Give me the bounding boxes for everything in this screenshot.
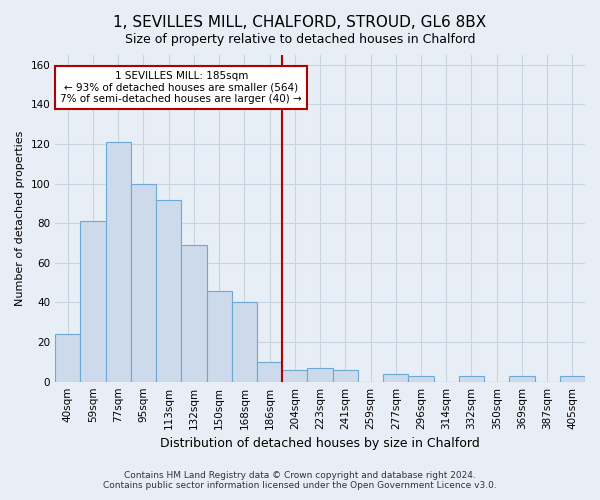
Bar xyxy=(80,222,106,382)
Bar xyxy=(332,370,358,382)
Bar xyxy=(409,376,434,382)
Bar xyxy=(307,368,332,382)
Bar xyxy=(206,290,232,382)
Text: Size of property relative to detached houses in Chalford: Size of property relative to detached ho… xyxy=(125,32,475,46)
Bar xyxy=(156,200,181,382)
Bar xyxy=(282,370,307,382)
X-axis label: Distribution of detached houses by size in Chalford: Distribution of detached houses by size … xyxy=(160,437,480,450)
Bar xyxy=(232,302,257,382)
Bar xyxy=(55,334,80,382)
Bar xyxy=(131,184,156,382)
Bar xyxy=(560,376,585,382)
Bar xyxy=(383,374,409,382)
Bar xyxy=(181,245,206,382)
Bar xyxy=(257,362,282,382)
Bar xyxy=(459,376,484,382)
Bar xyxy=(106,142,131,382)
Y-axis label: Number of detached properties: Number of detached properties xyxy=(15,130,25,306)
Bar xyxy=(509,376,535,382)
Text: Contains HM Land Registry data © Crown copyright and database right 2024.
Contai: Contains HM Land Registry data © Crown c… xyxy=(103,470,497,490)
Text: 1 SEVILLES MILL: 185sqm
← 93% of detached houses are smaller (564)
7% of semi-de: 1 SEVILLES MILL: 185sqm ← 93% of detache… xyxy=(61,71,302,104)
Text: 1, SEVILLES MILL, CHALFORD, STROUD, GL6 8BX: 1, SEVILLES MILL, CHALFORD, STROUD, GL6 … xyxy=(113,15,487,30)
